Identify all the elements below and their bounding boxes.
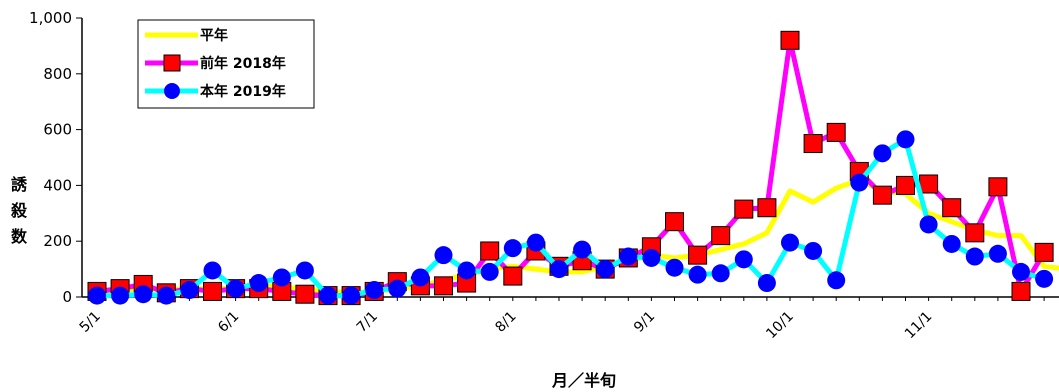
- data-point-2019: [319, 286, 337, 305]
- legend: 平年 前年 2018年 本年 2019年: [137, 19, 315, 109]
- y-tick-label: 0: [62, 288, 72, 306]
- data-point-2019: [988, 244, 1007, 263]
- data-point-2018: [896, 175, 915, 195]
- data-point-2018: [803, 134, 823, 154]
- series-normal: [94, 177, 1059, 296]
- data-point-2019: [526, 233, 545, 252]
- data-point-2019: [896, 130, 915, 149]
- data-point-2018: [295, 284, 315, 304]
- data-point-2019: [665, 258, 684, 277]
- data-point-2018: [203, 281, 222, 301]
- data-point-2018: [757, 198, 777, 218]
- x-tick-label: 5/1: [77, 309, 104, 336]
- data-point-2019: [111, 286, 130, 305]
- y-axis-title-char-1: 誘: [11, 175, 28, 194]
- data-point-2019: [596, 260, 615, 279]
- y-tick-label: 400: [43, 176, 72, 194]
- legend-label-normal: 平年: [200, 27, 228, 44]
- data-point-2018: [1034, 242, 1054, 262]
- y-tick-label: 600: [43, 121, 72, 139]
- data-point-2019: [550, 260, 568, 279]
- x-tick-label: 8/1: [492, 309, 519, 336]
- x-tick-label: 10/1: [763, 309, 797, 343]
- data-point-2019: [919, 215, 938, 234]
- series-2019: [88, 130, 1054, 305]
- data-point-2019: [804, 241, 823, 260]
- y-tick-label: 200: [43, 232, 72, 250]
- x-axis-title: 月／半旬: [551, 371, 616, 390]
- data-point-2019: [688, 265, 707, 284]
- data-point-2019: [272, 268, 291, 287]
- data-point-2019: [295, 261, 314, 280]
- y-tick-label: 800: [43, 65, 72, 83]
- data-point-2018: [665, 212, 684, 232]
- series-layer: [87, 30, 1059, 306]
- data-point-2018: [872, 185, 892, 205]
- data-point-2019: [1035, 269, 1054, 288]
- data-point-2018: [734, 199, 754, 219]
- data-point-2019: [180, 281, 199, 300]
- data-point-2018: [1011, 281, 1031, 301]
- data-point-2019: [480, 262, 499, 281]
- data-point-2019: [781, 233, 799, 252]
- data-point-2018: [826, 122, 846, 142]
- data-point-2019: [249, 274, 268, 293]
- legend-label-2018: 前年 2018年: [200, 55, 286, 72]
- data-point-2018: [480, 241, 500, 261]
- data-point-2018: [988, 177, 1008, 197]
- data-point-2019: [134, 285, 153, 304]
- y-axis-title-char-3: 数: [11, 227, 28, 246]
- legend-item-normal: 平年: [145, 27, 228, 44]
- data-point-2019: [342, 286, 361, 305]
- data-point-2018: [688, 245, 708, 265]
- data-point-2018: [711, 226, 731, 246]
- data-point-2019: [711, 264, 730, 283]
- data-point-2019: [827, 271, 846, 290]
- data-point-2019: [965, 247, 984, 266]
- y-axis-title-char-2: 殺: [10, 201, 28, 220]
- x-tick-label: 9/1: [631, 309, 658, 336]
- data-point-2019: [457, 261, 476, 280]
- data-point-2019: [873, 144, 892, 163]
- y-tick-group: 1,000 800 600 400 200 0: [29, 9, 82, 306]
- data-point-2019: [757, 274, 776, 293]
- data-point-2018: [780, 30, 800, 50]
- data-point-2018: [919, 174, 939, 194]
- data-point-2019: [365, 281, 384, 300]
- data-point-2019: [226, 279, 245, 298]
- data-point-2019: [503, 239, 522, 258]
- data-point-2019: [642, 248, 661, 267]
- legend-label-2019: 本年 2019年: [200, 83, 286, 100]
- data-point-2019: [734, 250, 753, 269]
- y-tick-label: 1,000: [29, 9, 72, 27]
- data-point-2019: [88, 286, 106, 305]
- x-tick-label: 7/1: [354, 309, 381, 336]
- data-point-2019: [619, 247, 638, 266]
- series-line-normal: [94, 177, 1059, 296]
- y-axis-title: 誘 殺 数: [10, 175, 28, 246]
- x-tick-label: 11/1: [902, 309, 936, 343]
- legend-item-2019: 本年 2019年: [145, 83, 286, 100]
- x-tick-label: 6/1: [215, 309, 242, 336]
- data-point-2019: [203, 261, 222, 280]
- data-point-2019: [157, 286, 176, 305]
- data-point-2018: [942, 198, 962, 218]
- data-point-2019: [434, 246, 453, 265]
- data-point-2018: [965, 223, 985, 243]
- legend-marker-2019: [164, 83, 180, 99]
- data-point-2019: [942, 234, 961, 253]
- data-point-2019: [388, 279, 407, 298]
- x-tick-group: 5/1 6/1 7/1 8/1 9/1 10/1 11/1: [77, 297, 1045, 343]
- legend-marker-2018: [163, 54, 181, 72]
- data-point-2018: [503, 266, 523, 286]
- data-point-2019: [411, 268, 430, 287]
- data-point-2019: [850, 173, 869, 192]
- data-point-2019: [1012, 262, 1030, 281]
- data-point-2019: [573, 240, 592, 259]
- data-point-2018: [434, 276, 453, 296]
- legend-item-2018: 前年 2018年: [145, 54, 286, 72]
